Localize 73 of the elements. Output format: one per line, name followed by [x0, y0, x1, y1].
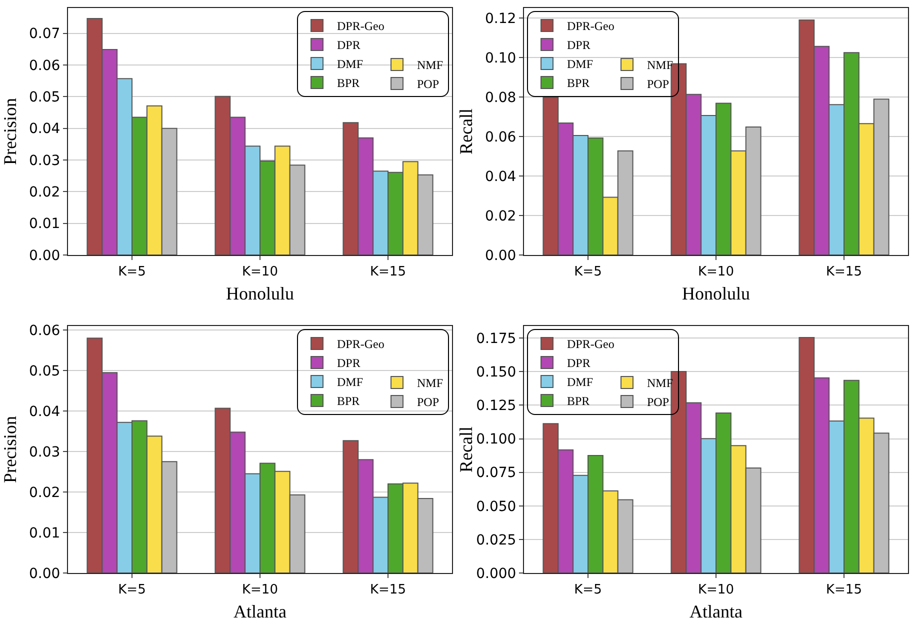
legend-label: DPR-Geo: [337, 337, 384, 352]
y-tick-label: 0.150: [476, 364, 516, 381]
y-tick-label: 0.06: [29, 322, 60, 339]
legend-label: DPR-Geo: [567, 19, 614, 34]
legend-label: POP: [647, 77, 670, 92]
legend-label: POP: [417, 395, 440, 410]
y-tick-label: 0.025: [476, 532, 516, 548]
legend-label: DMF: [337, 375, 364, 390]
x-tick-label: K=10: [698, 582, 734, 598]
y-tick-label: 0.10: [485, 50, 516, 66]
legend-label: DMF: [337, 57, 364, 72]
legend-label: NMF: [417, 376, 444, 390]
y-tick-label: 0.01: [29, 525, 60, 542]
x-tick-label: K=5: [574, 264, 602, 280]
y-tick-label: 0.00: [29, 566, 60, 582]
x-tick-label: K=5: [118, 582, 146, 598]
x-tick-label: K=10: [698, 264, 734, 280]
legend-label: BPR: [337, 394, 360, 408]
legend-label: DPR: [567, 38, 590, 52]
y-tick-label: 0.07: [29, 26, 60, 42]
legend-label: BPR: [337, 76, 360, 90]
x-tick-label: K=15: [370, 582, 406, 598]
legend-label: NMF: [417, 58, 444, 72]
y-tick-label: 0.04: [485, 168, 516, 185]
y-tick-label: 0.01: [29, 216, 60, 232]
legend-label: DPR: [567, 356, 590, 370]
y-tick-label: 0.175: [476, 330, 516, 347]
y-tick-label: 0.06: [485, 129, 516, 146]
legend-label: POP: [647, 395, 670, 410]
y-tick-label: 0.050: [476, 498, 516, 515]
legend-label: DPR-Geo: [337, 19, 384, 34]
y-axis-title: Precision: [0, 98, 20, 165]
x-tick-label: K=5: [118, 264, 146, 280]
y-tick-label: 0.000: [476, 566, 516, 582]
y-tick-label: 0.02: [485, 208, 516, 224]
y-axis-title: Recall: [456, 108, 476, 154]
legend-label: NMF: [647, 58, 674, 72]
legend-label: DMF: [567, 375, 594, 390]
legend-label: DPR-Geo: [567, 337, 614, 352]
y-tick-label: 0.00: [485, 248, 516, 264]
x-axis-title: Atlanta: [234, 602, 286, 622]
y-tick-label: 0.05: [29, 90, 60, 106]
legend-label: BPR: [567, 76, 590, 90]
y-tick-label: 0.125: [476, 398, 516, 414]
y-tick-label: 0.08: [485, 90, 516, 106]
x-tick-label: K=5: [574, 582, 602, 598]
legend-label: DMF: [567, 57, 594, 72]
y-tick-label: 0.075: [476, 465, 516, 482]
legend-label: POP: [417, 77, 440, 92]
y-tick-label: 0.03: [29, 152, 60, 169]
legend-label: BPR: [567, 394, 590, 408]
y-tick-label: 0.04: [29, 404, 60, 420]
y-tick-label: 0.02: [29, 184, 60, 201]
x-axis-title: Honolulu: [682, 284, 750, 304]
x-axis-title: Atlanta: [690, 602, 742, 622]
x-tick-label: K=15: [826, 582, 862, 598]
legend-label: DPR: [337, 38, 360, 52]
x-axis-title: Honolulu: [226, 284, 294, 304]
y-tick-label: 0.06: [29, 58, 60, 74]
x-tick-label: K=10: [242, 582, 278, 598]
y-axis-title: Recall: [456, 426, 476, 472]
legend-label: DPR: [337, 356, 360, 370]
y-tick-label: 0.03: [29, 444, 60, 460]
y-tick-label: 0.04: [29, 121, 60, 138]
y-axis-title: Precision: [0, 416, 20, 483]
x-tick-label: K=10: [242, 264, 278, 280]
x-tick-label: K=15: [826, 264, 862, 280]
y-tick-label: 0.05: [29, 363, 60, 380]
x-tick-label: K=15: [370, 264, 406, 280]
y-tick-label: 0.12: [485, 10, 516, 27]
y-tick-label: 0.02: [29, 484, 60, 501]
y-tick-label: 0.100: [476, 432, 516, 448]
y-tick-label: 0.00: [29, 248, 60, 264]
